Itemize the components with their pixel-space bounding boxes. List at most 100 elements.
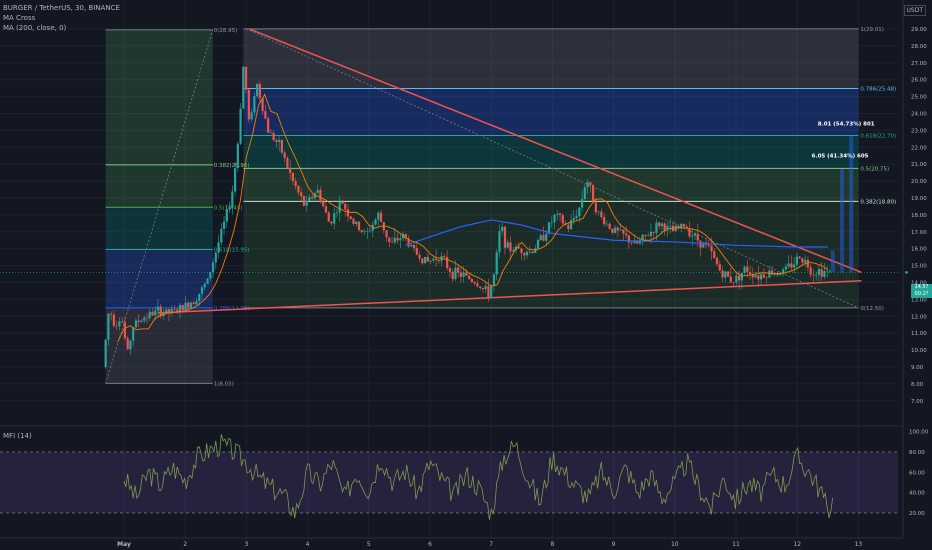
candle-body — [652, 232, 655, 233]
symbol-title[interactable]: BURGER / TetherUS, 30, BINANCE — [3, 4, 120, 12]
currency-label[interactable]: USDT — [903, 5, 926, 16]
candle-body — [707, 244, 710, 246]
candle-body — [680, 223, 683, 228]
candle-body — [498, 231, 501, 253]
candle-body — [261, 98, 264, 112]
candle-body — [239, 108, 242, 144]
candle-body — [258, 83, 261, 99]
mfi-tick-label: 20.00 — [909, 511, 925, 517]
candle-body — [244, 66, 248, 90]
last-price-marker — [905, 271, 908, 274]
indicator-ma-cross[interactable]: MA Cross — [3, 14, 36, 22]
candle-body — [506, 242, 509, 248]
fib-level-label: 0.382(18.80) — [860, 199, 896, 205]
candle-body — [305, 200, 308, 206]
fib-right-diagonal — [246, 28, 859, 309]
mfi-indicator-label[interactable]: MFI (14) — [3, 432, 32, 440]
candle-body — [349, 216, 352, 219]
candle-body — [192, 302, 195, 305]
candle-body — [256, 83, 259, 97]
candle-body — [173, 309, 176, 310]
candle-body — [107, 313, 110, 340]
candle-body — [682, 223, 686, 227]
candle-body — [170, 309, 173, 314]
candle-body — [815, 274, 818, 276]
candle-body — [468, 275, 471, 280]
candle-body — [823, 271, 826, 277]
candle-body — [660, 223, 664, 227]
candle-body — [176, 309, 179, 312]
candle-body — [302, 195, 306, 206]
candle-body — [779, 274, 782, 276]
candle-body — [732, 282, 735, 283]
candle-body — [826, 271, 829, 272]
candle-body — [809, 267, 812, 275]
bar-countdown: 00:2? — [914, 291, 929, 297]
candle-body — [121, 321, 124, 323]
candle-body — [330, 221, 333, 224]
candle-body — [685, 226, 688, 229]
candle-body — [344, 203, 347, 210]
candle-body — [214, 252, 217, 263]
candle-body — [776, 273, 779, 276]
candle-body — [374, 219, 377, 225]
price-tick-label: 21.00 — [911, 162, 927, 168]
candle-body — [718, 264, 721, 271]
fib-level-label: 0.618(22.70) — [860, 133, 896, 139]
candle-body — [410, 244, 413, 247]
candle-body — [118, 321, 121, 327]
candle-body — [322, 201, 325, 207]
candle-body — [267, 118, 270, 133]
indicator-ma-200[interactable]: MA (200, close, 0) — [3, 24, 67, 32]
price-tick-label: 8.00 — [911, 382, 924, 388]
fib-zone — [243, 201, 859, 308]
candle-body — [721, 270, 724, 278]
time-tick-label: May — [117, 541, 131, 548]
candle-body — [702, 242, 705, 248]
candle-body — [558, 213, 562, 216]
candle-body — [286, 157, 289, 168]
candle-body — [154, 310, 157, 316]
candle-body — [787, 263, 790, 267]
candle-body — [647, 235, 650, 237]
candle-body — [583, 187, 586, 200]
candle-body — [379, 212, 383, 222]
price-range-annotation: 8.01 (54.73%) 801 — [818, 121, 875, 127]
fib-zone — [105, 164, 213, 208]
candle-body — [253, 96, 256, 113]
candle-body — [567, 224, 570, 229]
candle-body — [280, 140, 283, 153]
candle-body — [487, 286, 490, 298]
price-range-annotation: 6.05 (41.34%) 605 — [812, 153, 869, 159]
price-tick-label: 24.00 — [911, 112, 927, 118]
candle-body — [126, 338, 129, 350]
candle-body — [768, 270, 771, 278]
candle-body — [608, 223, 611, 229]
candle-body — [140, 320, 143, 323]
candle-body — [625, 233, 628, 236]
price-range-projection — [840, 169, 845, 273]
candle-body — [479, 286, 482, 288]
candle-body — [151, 311, 154, 316]
candle-body — [357, 221, 361, 231]
candle-body — [454, 267, 457, 280]
fib-zone — [105, 207, 213, 250]
candle-body — [512, 250, 515, 252]
candle-body — [757, 275, 760, 280]
candle-body — [217, 242, 220, 253]
price-tick-label: 10.00 — [911, 348, 927, 354]
candle-body — [490, 285, 493, 298]
candle-body — [228, 207, 231, 210]
candle-body — [627, 235, 630, 243]
candle-body — [710, 245, 713, 252]
candle-body — [784, 266, 787, 270]
candle-body — [644, 234, 647, 236]
candle-body — [578, 207, 581, 217]
candle-body — [311, 197, 314, 199]
candle-body — [589, 182, 592, 186]
candle-body — [291, 172, 295, 182]
candle-body — [385, 230, 388, 238]
candle-body — [649, 232, 653, 236]
fib-level-label: 0.618(15.95) — [214, 248, 250, 254]
